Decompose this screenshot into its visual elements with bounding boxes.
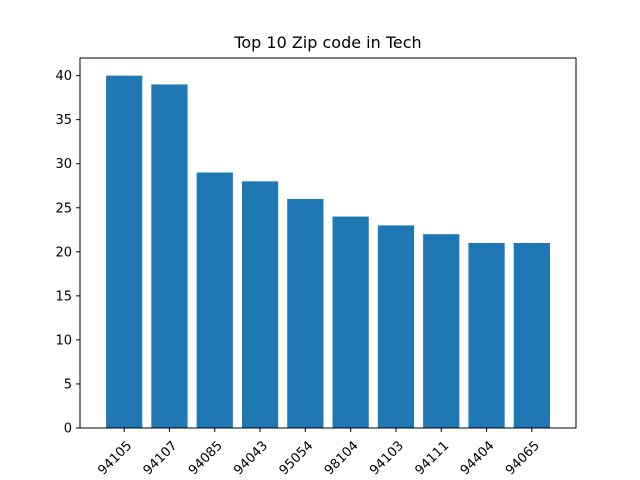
- bar-94103: [377, 225, 415, 428]
- y-tick-label: 15: [55, 289, 72, 304]
- bar-94043: [241, 181, 279, 428]
- bar-94085: [196, 172, 233, 428]
- y-tick-label: 0: [64, 422, 72, 437]
- y-tick-label: 25: [55, 201, 72, 216]
- x-tick-label: 94085: [186, 438, 226, 478]
- y-axis: 0 5 10 15 20 25 30 35 40: [55, 69, 80, 437]
- x-tick-label: 98104: [322, 438, 362, 478]
- y-tick-label: 40: [55, 69, 72, 84]
- x-axis: 94105 94107 94085 94043 95054 98104 94103 94111…: [95, 428, 543, 478]
- y-tick-label: 5: [64, 377, 72, 392]
- x-tick-label: 94404: [458, 438, 498, 478]
- bar-94107: [151, 84, 188, 429]
- x-tick-label: 94043: [231, 438, 271, 478]
- x-tick-label: 94107: [141, 438, 181, 478]
- bar-94111: [423, 234, 460, 428]
- x-tick-label: 94105: [95, 438, 135, 478]
- bar-94065: [513, 243, 550, 428]
- bar-94105: [106, 75, 143, 429]
- chart-title: Top 10 Zip code in Tech: [233, 33, 421, 52]
- y-tick-label: 35: [55, 113, 72, 128]
- y-tick-label: 20: [55, 245, 72, 260]
- bar-94404: [468, 243, 505, 428]
- bar-95054: [287, 198, 324, 428]
- bars-group: [106, 75, 550, 429]
- y-tick-label: 10: [55, 333, 72, 348]
- x-tick-label: 94103: [367, 438, 407, 478]
- x-tick-label: 94111: [412, 438, 452, 478]
- plot-frame: [79, 57, 577, 429]
- x-tick-label: 94065: [503, 438, 543, 478]
- x-tick-label: 95054: [277, 438, 317, 478]
- bar-98104: [332, 216, 369, 428]
- y-tick-label: 30: [55, 157, 72, 172]
